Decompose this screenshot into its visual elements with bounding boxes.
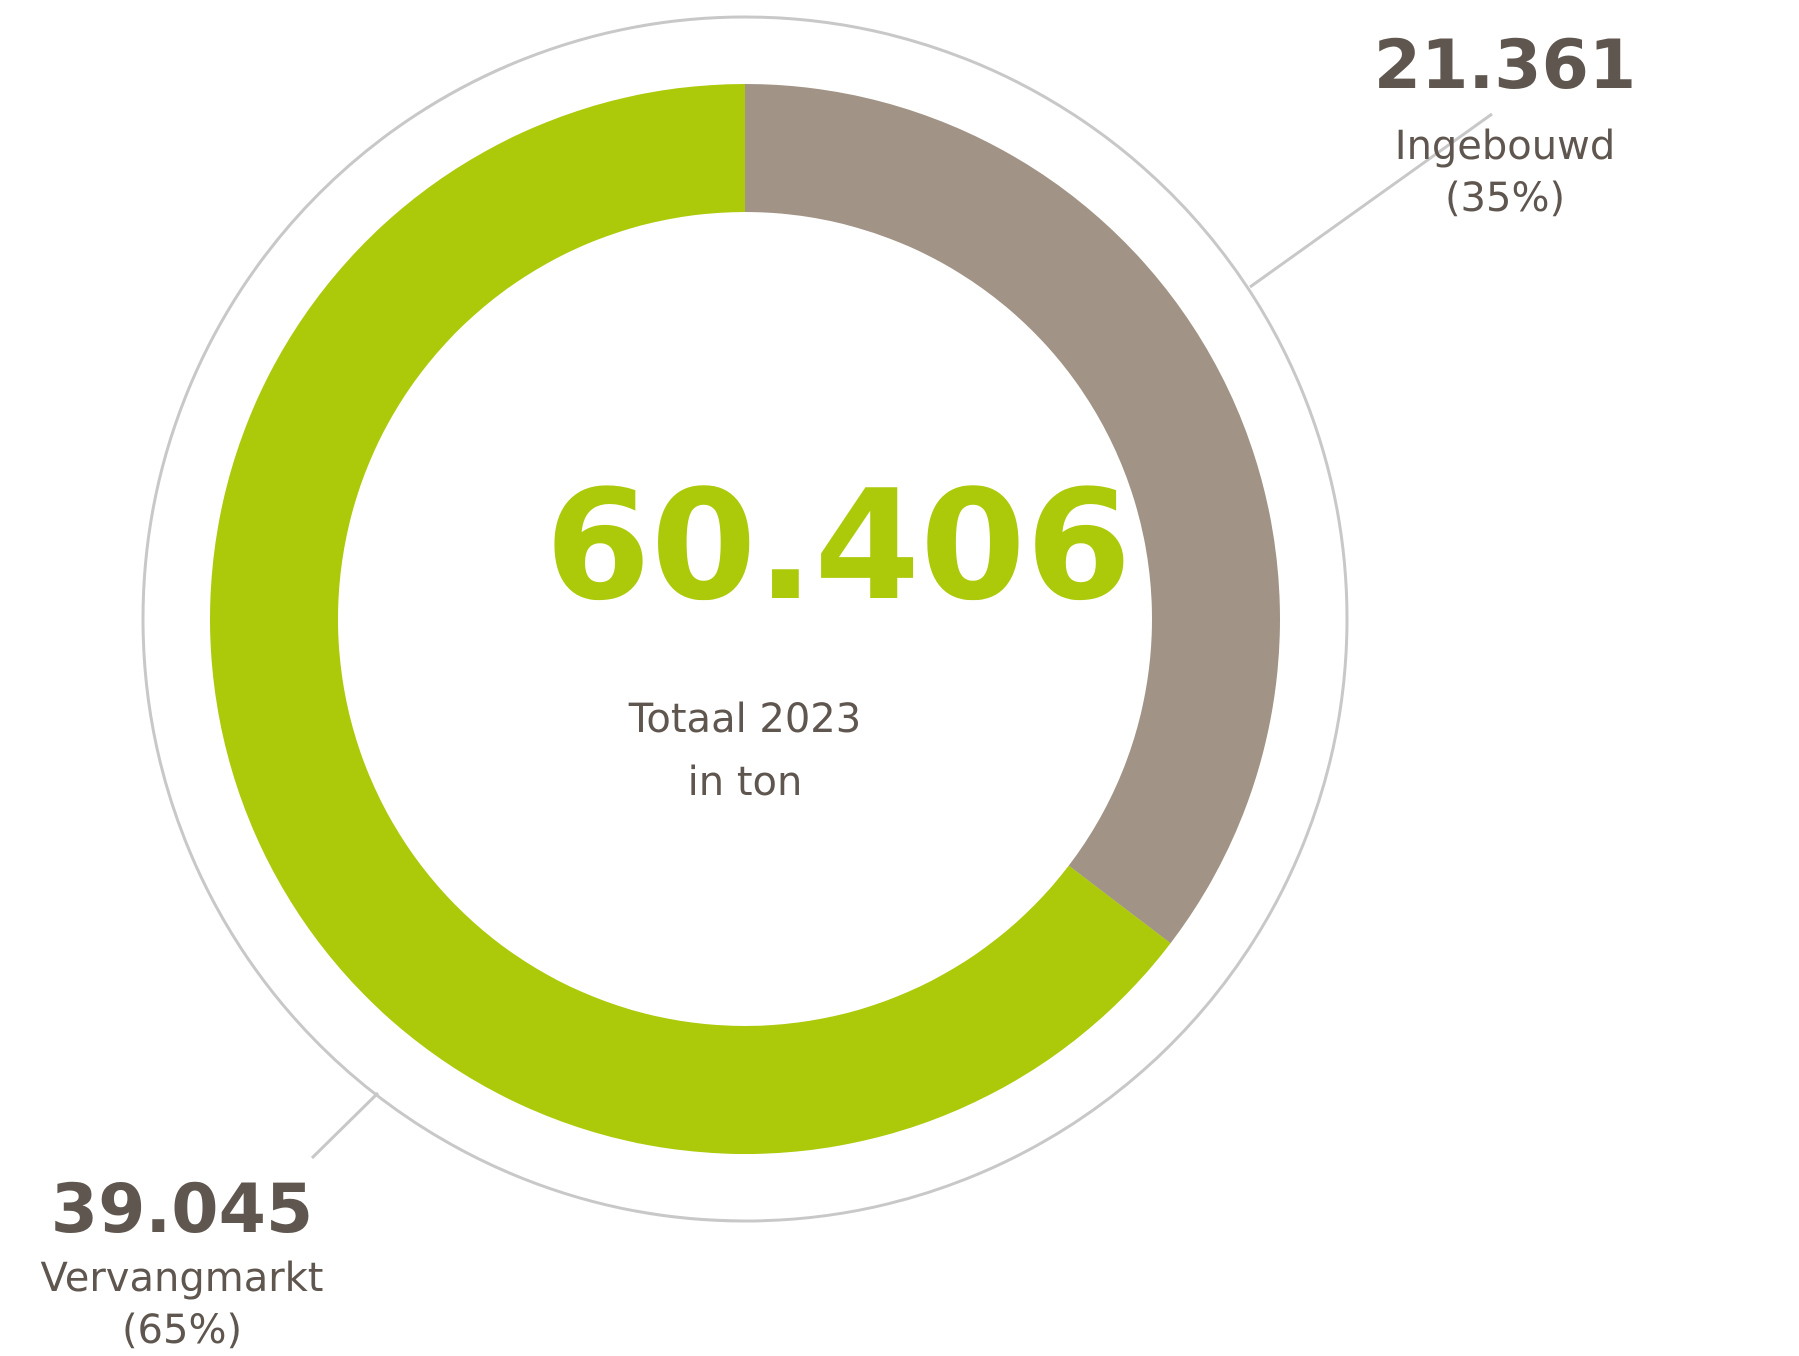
- vervangmarkt-label: Vervangmarkt: [40, 1255, 324, 1301]
- ingebouwd-value: 21.361: [1373, 26, 1637, 105]
- total-value: 60.406: [545, 457, 1132, 634]
- callout-ingebouwd: 21.361 Ingebouwd (35%): [1335, 32, 1675, 224]
- ingebouwd-label: Ingebouwd: [1394, 123, 1616, 169]
- donut-slice-ingebouwd: [745, 84, 1281, 944]
- donut-slices: [210, 84, 1281, 1154]
- leader-line-vervangmarkt: [310, 1091, 380, 1160]
- outer-ring: [141, 15, 1349, 1223]
- ingebouwd-percent: (35%): [1444, 175, 1566, 221]
- vervangmarkt-value: 39.045: [50, 1170, 314, 1249]
- leader-line-ingebouwd: [1249, 112, 1493, 289]
- callout-vervangmarkt: 39.045 Vervangmarkt (65%): [12, 1176, 352, 1356]
- total-label-line1: Totaal 2023: [628, 696, 862, 742]
- vervangmarkt-percent: (65%): [121, 1307, 243, 1353]
- total-label-line2: in ton: [687, 759, 803, 805]
